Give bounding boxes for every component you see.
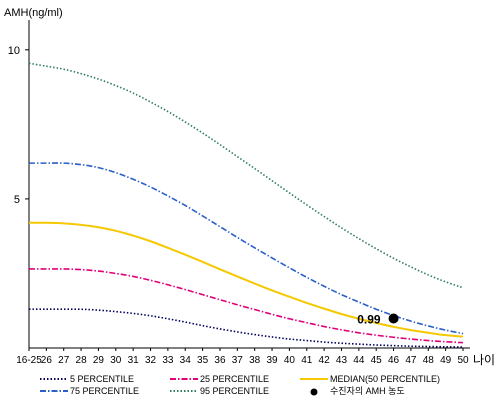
x-tick-label: 38	[249, 355, 261, 366]
patient-marker: 0.99	[357, 312, 399, 326]
x-tick-label: 36	[214, 355, 226, 366]
x-tick-label: 37	[232, 355, 244, 366]
x-tick-label: 27	[58, 355, 70, 366]
x-tick-label: 44	[353, 355, 365, 366]
y-tick-label: 5	[14, 194, 20, 206]
x-tick-label: 32	[145, 355, 157, 366]
y-ticks: 5 10	[8, 45, 29, 206]
series-line-95-percentile	[28, 62, 464, 289]
series-line-5-percentile	[29, 308, 464, 348]
legend-label: 25 PERCENTILE	[200, 374, 270, 384]
legend-item-median: MEDIAN(50 PERCENTILE)	[300, 373, 480, 385]
x-tick-label: 26	[41, 355, 53, 366]
x-ticks: 16-25 26 27 28 29 30 31 32 33 34 35 36 37 38 39 40 41 42 4…	[16, 348, 469, 366]
patient-value-label: 0.99	[357, 312, 381, 326]
x-tick-label: 43	[336, 355, 348, 366]
x-tick-label: 30	[110, 355, 122, 366]
patient-point	[388, 313, 399, 324]
x-tick-label: 50	[457, 355, 469, 366]
x-tick-label: 45	[371, 355, 383, 366]
x-tick-label: 40	[284, 355, 296, 366]
x-tick-label: 41	[301, 355, 313, 366]
x-tick-label: 49	[440, 355, 452, 366]
legend-label: 수진자의 AMH 농도	[330, 386, 405, 396]
x-tick-label: 39	[266, 355, 278, 366]
x-axis-label: 나이	[473, 353, 495, 367]
x-tick-label: 29	[93, 355, 105, 366]
x-tick-label: 34	[180, 355, 192, 366]
x-tick-label: 48	[423, 355, 435, 366]
y-tick-label: 10	[8, 45, 20, 57]
x-tick-label: 42	[319, 355, 331, 366]
x-tick-label: 47	[405, 355, 417, 366]
legend-label: MEDIAN(50 PERCENTILE)	[330, 374, 441, 384]
x-tick-label: 31	[128, 355, 140, 366]
series-line-75-percentile	[28, 162, 464, 335]
legend-item-patient-marker: 수진자의 AMH 농도	[300, 385, 480, 397]
legend-item-75-percentile: 75 PERCENTILE	[40, 385, 180, 397]
legend-label: 95 PERCENTILE	[200, 386, 270, 396]
x-tick-label: 28	[76, 355, 88, 366]
legend-label: 5 PERCENTILE	[70, 374, 135, 384]
x-tick-label: 35	[197, 355, 209, 366]
y-axis-label: AMH(ng/ml)	[4, 7, 63, 19]
x-tick-label: 16-25	[16, 355, 42, 366]
legend-item-25-percentile: 25 PERCENTILE	[170, 373, 310, 385]
series-line-25-percentile	[29, 268, 464, 344]
series-line-median-50-percentile	[28, 221, 464, 338]
legend-item-95-percentile: 95 PERCENTILE	[170, 385, 310, 397]
legend: 5 PERCENTILE 25 PERCENTILE MEDIAN(50 PER…	[0, 370, 500, 400]
legend-item-5-percentile: 5 PERCENTILE	[40, 373, 180, 385]
legend-label: 75 PERCENTILE	[70, 386, 140, 396]
x-tick-label: 33	[162, 355, 174, 366]
percentile-series	[28, 62, 464, 348]
x-tick-label: 46	[388, 355, 400, 366]
